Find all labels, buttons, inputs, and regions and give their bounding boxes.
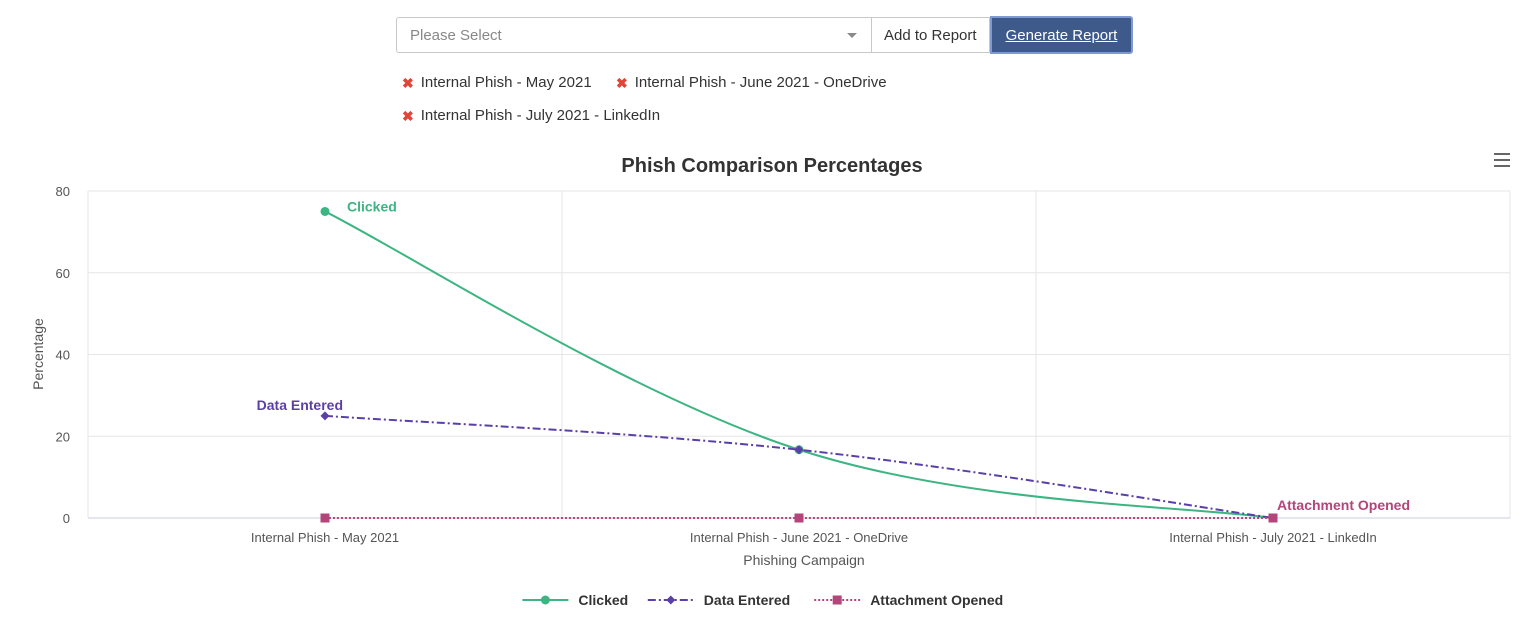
x-axis-title: Phishing Campaign	[743, 552, 864, 568]
series-line-clicked	[324, 210, 1274, 519]
selected-campaign-label: Internal Phish - June 2021 - OneDrive	[634, 74, 887, 91]
legend-marker-attachment-opened	[832, 595, 842, 605]
data-point-data-entered	[320, 411, 330, 421]
selected-campaign-tag: ✖ Internal Phish - July 2021 - LinkedIn	[402, 107, 660, 124]
data-point-clicked	[320, 206, 330, 216]
data-point-data-entered	[794, 445, 804, 455]
legend-label: Attachment Opened	[870, 592, 1003, 608]
chart-menu-icon[interactable]	[1494, 153, 1510, 169]
remove-icon[interactable]: ✖	[402, 107, 414, 124]
generate-report-button[interactable]: Generate Report	[989, 16, 1134, 54]
add-to-report-button[interactable]: Add to Report	[872, 17, 990, 53]
selected-campaign-tag: ✖ Internal Phish - May 2021	[402, 74, 592, 91]
data-point-attachment-opened	[320, 513, 330, 523]
series-data-label: Data Entered	[257, 397, 343, 413]
x-tick-label: Internal Phish - July 2021 - LinkedIn	[1169, 530, 1376, 545]
legend-label: Data Entered	[704, 592, 790, 608]
campaign-select-placeholder: Please Select	[410, 27, 502, 44]
chevron-down-icon[interactable]	[847, 33, 857, 38]
selected-campaign-label: Internal Phish - May 2021	[420, 74, 592, 91]
x-tick-label: Internal Phish - June 2021 - OneDrive	[690, 530, 908, 545]
legend-label: Clicked	[578, 592, 628, 608]
y-axis-title: Percentage	[30, 318, 46, 390]
campaign-select[interactable]: Please Select	[396, 17, 872, 53]
data-point-attachment-opened	[794, 513, 804, 523]
report-controls: Please Select Add to Report Generate Rep…	[396, 16, 1134, 54]
remove-icon[interactable]: ✖	[402, 74, 414, 91]
legend-marker-data-entered	[666, 595, 676, 605]
selected-campaign-tag: ✖ Internal Phish - June 2021 - OneDrive	[616, 74, 887, 91]
legend-marker-clicked	[540, 595, 550, 605]
selected-campaign-label: Internal Phish - July 2021 - LinkedIn	[420, 107, 661, 124]
series-line-data-entered	[324, 414, 1274, 519]
y-tick-label: 60	[56, 266, 70, 281]
series-data-label: Attachment Opened	[1277, 497, 1410, 513]
remove-icon[interactable]: ✖	[616, 74, 628, 91]
y-tick-label: 20	[56, 429, 70, 444]
data-point-attachment-opened	[1268, 513, 1278, 523]
chart-title: Phish Comparison Percentages	[621, 155, 922, 177]
y-tick-label: 80	[56, 184, 70, 199]
y-tick-label: 40	[56, 348, 70, 363]
series-data-label: Clicked	[347, 198, 397, 214]
y-tick-label: 0	[63, 511, 70, 526]
x-tick-label: Internal Phish - May 2021	[251, 530, 399, 545]
